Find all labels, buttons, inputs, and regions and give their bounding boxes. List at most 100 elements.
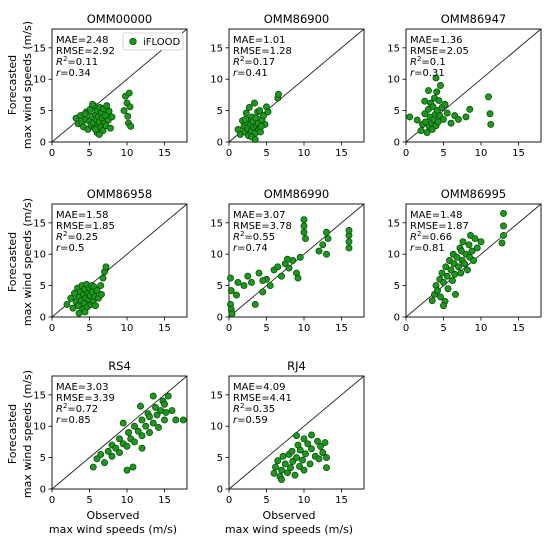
stat-r2: R2=0.17 (233, 55, 275, 68)
data-point (155, 424, 162, 431)
data-point (260, 112, 267, 120)
y-tick-label: 5 (394, 281, 400, 292)
data-point (168, 407, 176, 414)
x-tick-label: 0 (49, 495, 55, 506)
stat-r: r=0.34 (56, 68, 91, 79)
x-tick-label: 0 (49, 148, 55, 159)
data-point (447, 266, 455, 274)
stat-r2: R2=0.25 (56, 230, 98, 243)
data-point (461, 260, 468, 268)
data-point (97, 451, 105, 458)
y-tick-label: 0 (394, 138, 400, 149)
data-point (442, 263, 450, 271)
x-tick-label: 15 (158, 323, 171, 334)
data-point (131, 438, 138, 446)
x-tick-label: 5 (86, 323, 92, 334)
scatter-panel: OMM86900 00 5 5 10 10 15 15 MAE=1.01RMSE=1.28R2=… (210, 12, 365, 159)
data-point (406, 113, 414, 121)
stat-rmse: RMSE=2.05 (410, 46, 469, 57)
data-point (464, 266, 471, 274)
data-point (108, 452, 116, 460)
stat-mae: MAE=2.48 (56, 35, 108, 46)
data-point (123, 466, 131, 474)
y-tick-label: 10 (387, 250, 400, 261)
data-point (425, 87, 432, 94)
data-point (423, 129, 431, 137)
data-point (266, 282, 274, 290)
stat-rmse: RMSE=3.78 (233, 221, 292, 232)
data-point (443, 109, 451, 117)
data-point (437, 293, 444, 301)
y-tick-label: 10 (210, 422, 223, 433)
y-tick-label: 10 (387, 75, 400, 86)
panel-grid: OMM00000005510101515MAE=2.48RMSE=2.92R2=… (33, 12, 542, 506)
data-point (259, 288, 267, 296)
x-tick-label: 10 (121, 495, 134, 506)
data-point (421, 97, 429, 105)
data-point (296, 462, 303, 470)
one-to-one-line (51, 375, 188, 490)
panel-title: OMM86947 (441, 12, 506, 26)
data-point (293, 454, 300, 462)
panel-title: OMM86900 (264, 12, 329, 26)
stat-rmse: RMSE=1.85 (56, 221, 115, 232)
y-axis-label-row1-line2: max wind speeds (m/s) (21, 21, 34, 149)
data-point (138, 444, 146, 452)
stat-rmse: RMSE=1.87 (410, 221, 469, 232)
panel-title: OMM00000 (87, 12, 152, 26)
x-tick-label: 0 (226, 148, 232, 159)
data-point (93, 455, 101, 463)
data-point (137, 402, 144, 410)
stat-r2: R2=0.66 (410, 230, 452, 243)
data-point (500, 222, 507, 230)
data-point (293, 432, 300, 440)
y-tick-label: 5 (217, 281, 223, 292)
stat-r2: R2=0.1 (410, 55, 446, 68)
data-point (227, 287, 235, 295)
data-point (278, 466, 285, 474)
data-point (323, 464, 330, 472)
data-point (284, 469, 291, 477)
stat-r: r=0.81 (410, 243, 445, 254)
y-axis-label-row3-line1: Forecasted (6, 404, 19, 464)
scatter-panel: RS4 00 5 5 10 10 15 15 MAE=3.03RMSE=3.39R2=0.72r… (33, 359, 188, 506)
y-tick-label: 15 (210, 218, 223, 229)
data-point (299, 456, 306, 464)
data-point (256, 107, 264, 115)
data-point (98, 290, 105, 298)
stat-r: r=0.59 (233, 415, 268, 426)
data-point (125, 429, 132, 436)
data-point (287, 464, 294, 472)
y-tick-label: 10 (210, 75, 223, 86)
data-point (116, 435, 123, 443)
y-tick-label: 0 (217, 313, 223, 324)
legend-box (122, 32, 184, 51)
data-point (314, 437, 321, 445)
x-tick-label: 5 (440, 148, 446, 159)
y-tick-label: 0 (217, 138, 223, 149)
data-point (75, 309, 83, 317)
data-point (89, 100, 96, 108)
data-point (105, 107, 113, 115)
data-point (323, 228, 330, 236)
data-point (465, 241, 473, 249)
data-point (149, 419, 157, 427)
data-point (285, 264, 293, 272)
data-point (67, 294, 75, 302)
y-tick-label: 5 (40, 453, 46, 464)
data-point (278, 476, 285, 484)
data-point (324, 235, 332, 242)
data-point (240, 282, 248, 290)
data-point (92, 302, 99, 310)
data-point (300, 466, 308, 474)
y-tick-label: 0 (40, 485, 46, 496)
data-point (452, 290, 459, 298)
x-tick-label: 10 (121, 323, 134, 334)
data-point (172, 416, 180, 424)
data-point (284, 255, 291, 263)
x-tick-label: 10 (298, 323, 311, 334)
data-point (473, 244, 481, 252)
x-tick-label: 10 (475, 148, 488, 159)
data-point (281, 460, 289, 468)
